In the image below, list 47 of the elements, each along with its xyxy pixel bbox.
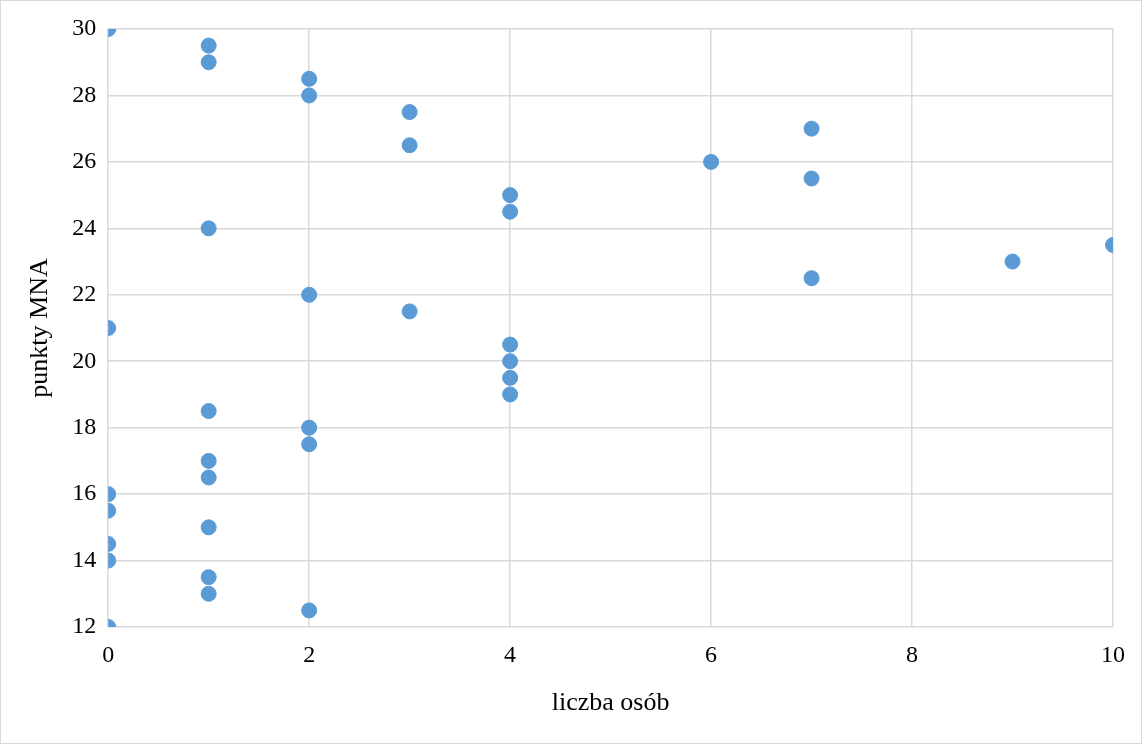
- y-tick-label: 24: [72, 213, 97, 240]
- point: [502, 187, 519, 204]
- point: [301, 87, 318, 104]
- point: [200, 37, 217, 54]
- point: [502, 386, 519, 403]
- y-tick-label: 26: [72, 147, 97, 174]
- x-tick-label: 0: [102, 640, 115, 667]
- point: [200, 469, 217, 486]
- point: [301, 419, 318, 436]
- x-tick-label: 8: [906, 640, 919, 667]
- y-tick-label: 18: [72, 412, 97, 439]
- point: [200, 220, 217, 237]
- y-tick-label: 12: [72, 612, 97, 639]
- point: [803, 170, 820, 187]
- x-tick-label: 2: [303, 640, 316, 667]
- point: [200, 585, 217, 602]
- point: [703, 153, 720, 170]
- point: [502, 353, 519, 370]
- point: [301, 436, 318, 453]
- x-axis-title: liczba osób: [551, 687, 670, 717]
- y-tick-label: 28: [72, 80, 97, 107]
- point: [301, 70, 318, 87]
- y-axis-title: punkty MNA: [24, 258, 54, 398]
- point: [502, 369, 519, 386]
- point: [200, 569, 217, 586]
- point: [502, 336, 519, 353]
- point: [803, 120, 820, 137]
- point: [502, 203, 519, 220]
- point: [1004, 253, 1021, 270]
- point: [200, 519, 217, 536]
- point: [301, 286, 318, 303]
- point: [401, 303, 418, 320]
- y-tick-label: 20: [72, 346, 97, 373]
- y-tick-label: 14: [72, 545, 97, 572]
- y-tick-label: 30: [72, 14, 97, 41]
- point: [200, 54, 217, 71]
- y-tick-label: 22: [72, 280, 97, 307]
- point: [200, 403, 217, 420]
- point: [401, 137, 418, 154]
- point: [301, 602, 318, 619]
- point: [803, 270, 820, 287]
- y-tick-label: 16: [72, 479, 97, 506]
- x-tick-label: 6: [705, 640, 718, 667]
- x-tick-label: 10: [1101, 640, 1125, 667]
- point: [200, 452, 217, 469]
- x-tick-label: 4: [504, 640, 517, 667]
- point: [401, 104, 418, 121]
